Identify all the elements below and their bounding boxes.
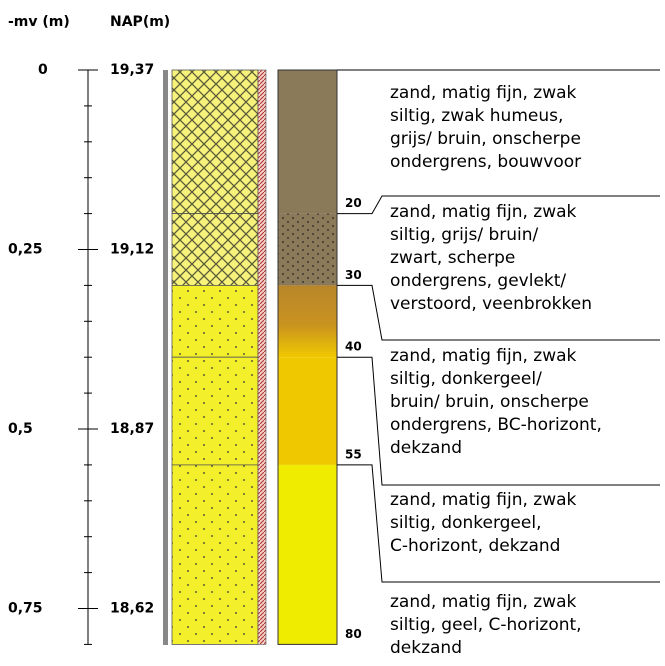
description: zand, matig fijn, zwak bbox=[390, 202, 577, 222]
depth-label: 0 bbox=[38, 62, 48, 78]
description: siltig, donkergeel/ bbox=[390, 369, 542, 389]
boundary-label: 20 bbox=[345, 196, 362, 210]
soil-layer bbox=[278, 357, 337, 465]
lithology-layer bbox=[171, 356, 259, 466]
depth-label: 0,5 bbox=[8, 421, 33, 437]
description: zand, matig fijn, zwak bbox=[390, 592, 577, 612]
nap-label: 18,62 bbox=[110, 601, 154, 617]
description: zwart, scherpe bbox=[390, 248, 515, 268]
soil-layer bbox=[278, 70, 337, 214]
nap-label: 19,37 bbox=[110, 62, 154, 78]
description: ondergrens, gevlekt/ bbox=[390, 271, 566, 291]
lithology-layer bbox=[171, 284, 259, 358]
description: siltig, geel, C-horizont, bbox=[390, 615, 582, 635]
nap-label: 19,12 bbox=[110, 242, 154, 258]
leader bbox=[337, 284, 660, 341]
boundary-label: 40 bbox=[345, 340, 362, 354]
description: zand, matig fijn, zwak bbox=[390, 83, 577, 103]
leader bbox=[337, 464, 660, 583]
depth-label: 0,25 bbox=[8, 242, 43, 258]
leader bbox=[337, 195, 660, 215]
description: grijs/ bruin, onscherpe bbox=[390, 129, 581, 149]
description: dekzand bbox=[390, 638, 462, 658]
nap-header: NAP(m) bbox=[110, 14, 170, 30]
soil-layer bbox=[278, 213, 337, 286]
description: zand, matig fijn, zwak bbox=[390, 346, 577, 366]
leader bbox=[337, 356, 660, 486]
boundary-label: 55 bbox=[345, 447, 362, 461]
lithology-layer bbox=[171, 464, 259, 645]
boundary-label: 80 bbox=[345, 627, 362, 641]
depth-header: -mv (m) bbox=[8, 14, 70, 30]
description: siltig, grijs/ bruin/ bbox=[390, 225, 539, 245]
description: zand, matig fijn, zwak bbox=[390, 490, 577, 510]
lithology-layer bbox=[171, 213, 259, 286]
depth-label: 0,75 bbox=[8, 601, 43, 617]
description: siltig, zwak humeus, bbox=[390, 106, 563, 126]
description: ondergrens, BC-horizont, bbox=[390, 415, 602, 435]
column-edge bbox=[163, 70, 168, 645]
description: verstoord, veenbrokken bbox=[390, 294, 592, 314]
description: bruin/ bruin, onscherpe bbox=[390, 392, 589, 412]
description: siltig, donkergeel, bbox=[390, 513, 541, 533]
description: ondergrens, bouwvoor bbox=[390, 152, 581, 172]
boundary-label: 30 bbox=[345, 268, 362, 282]
nap-label: 18,87 bbox=[110, 421, 154, 437]
soil-layer bbox=[278, 464, 337, 645]
lithology-layer bbox=[171, 69, 259, 215]
description: dekzand bbox=[390, 438, 462, 458]
soil-layer bbox=[278, 285, 337, 358]
strip bbox=[257, 69, 267, 645]
description: C-horizont, dekzand bbox=[390, 536, 560, 556]
